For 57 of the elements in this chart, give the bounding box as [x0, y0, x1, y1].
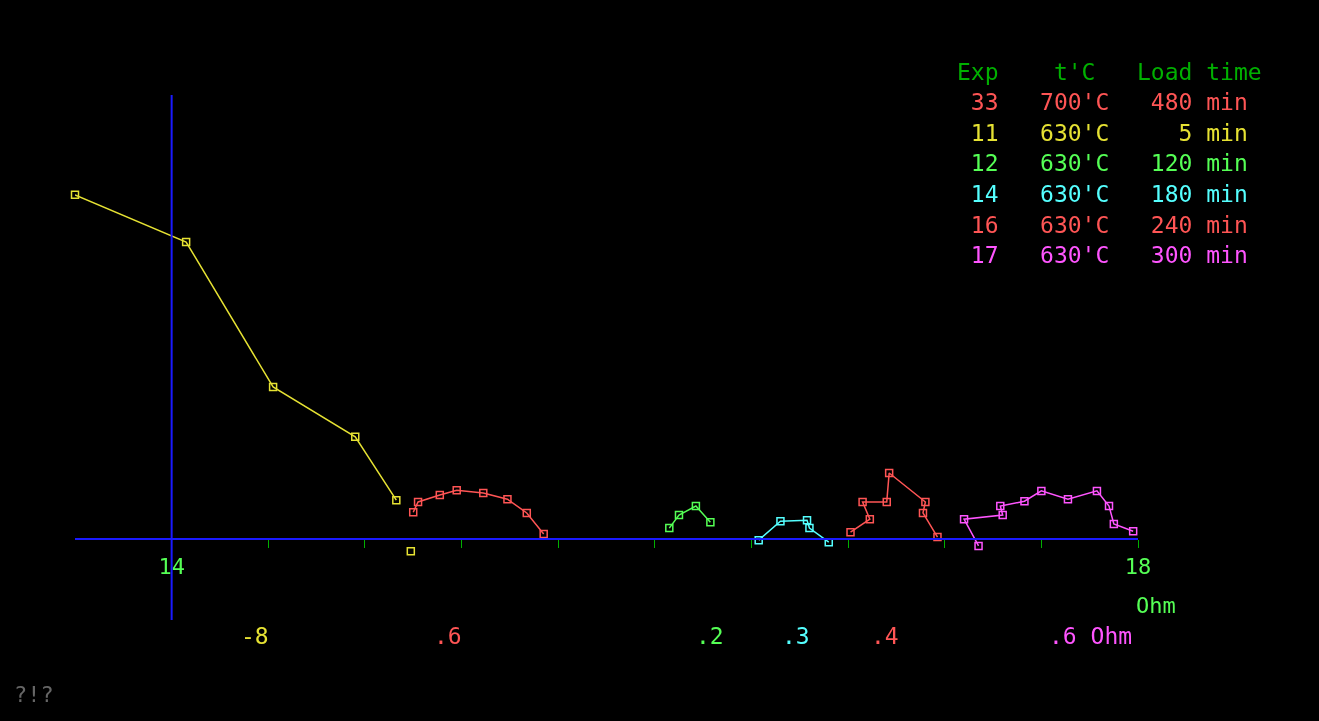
point	[998, 510, 1007, 520]
text: .6	[434, 623, 462, 649]
annotation: 17 630'C 300 min	[957, 242, 1248, 268]
point	[539, 529, 548, 539]
point	[691, 501, 701, 511]
point	[805, 523, 814, 533]
point	[479, 488, 488, 498]
point	[865, 514, 875, 524]
point	[1020, 496, 1029, 506]
text: ?!?	[14, 682, 54, 707]
text: .6 Ohm	[1049, 623, 1133, 649]
point	[1104, 501, 1114, 511]
point	[1092, 486, 1102, 496]
point	[435, 490, 445, 500]
point	[1063, 494, 1073, 504]
point	[918, 508, 928, 518]
point	[921, 497, 930, 507]
point	[268, 382, 278, 392]
point	[996, 501, 1005, 511]
point	[974, 541, 983, 551]
point	[846, 527, 855, 537]
text: .3	[782, 623, 810, 649]
point	[408, 508, 418, 517]
x-axis-title: Ohm	[1136, 593, 1176, 618]
text: Exp t'C Load time	[957, 59, 1262, 85]
point	[665, 523, 674, 533]
point	[754, 535, 763, 545]
point	[882, 497, 891, 507]
point	[802, 515, 812, 525]
text: .2	[696, 623, 724, 649]
point	[1128, 526, 1138, 536]
point	[406, 546, 416, 556]
point	[351, 432, 360, 442]
annotation: 14 630'C 180 min	[957, 181, 1248, 207]
point	[522, 508, 532, 518]
text: 12 630'C 120 min	[957, 150, 1248, 176]
point	[503, 494, 512, 504]
point	[392, 495, 401, 505]
point	[858, 497, 867, 507]
point	[884, 468, 894, 478]
point	[1037, 486, 1046, 496]
text: -8	[241, 623, 269, 649]
point	[776, 516, 785, 526]
annotation: 16 630'C 240 min	[957, 212, 1248, 238]
text: 11 630'C 5 min	[957, 120, 1248, 146]
text: 33 700'C 480 min	[957, 89, 1248, 115]
x-tick-label: 18	[1124, 554, 1152, 580]
point	[1109, 519, 1119, 529]
point	[181, 237, 191, 247]
point	[674, 510, 684, 520]
point	[959, 514, 969, 524]
point	[933, 532, 942, 542]
point	[706, 517, 715, 527]
text: .4	[871, 623, 899, 649]
point	[70, 190, 80, 200]
point	[452, 485, 461, 495]
point	[413, 497, 423, 507]
